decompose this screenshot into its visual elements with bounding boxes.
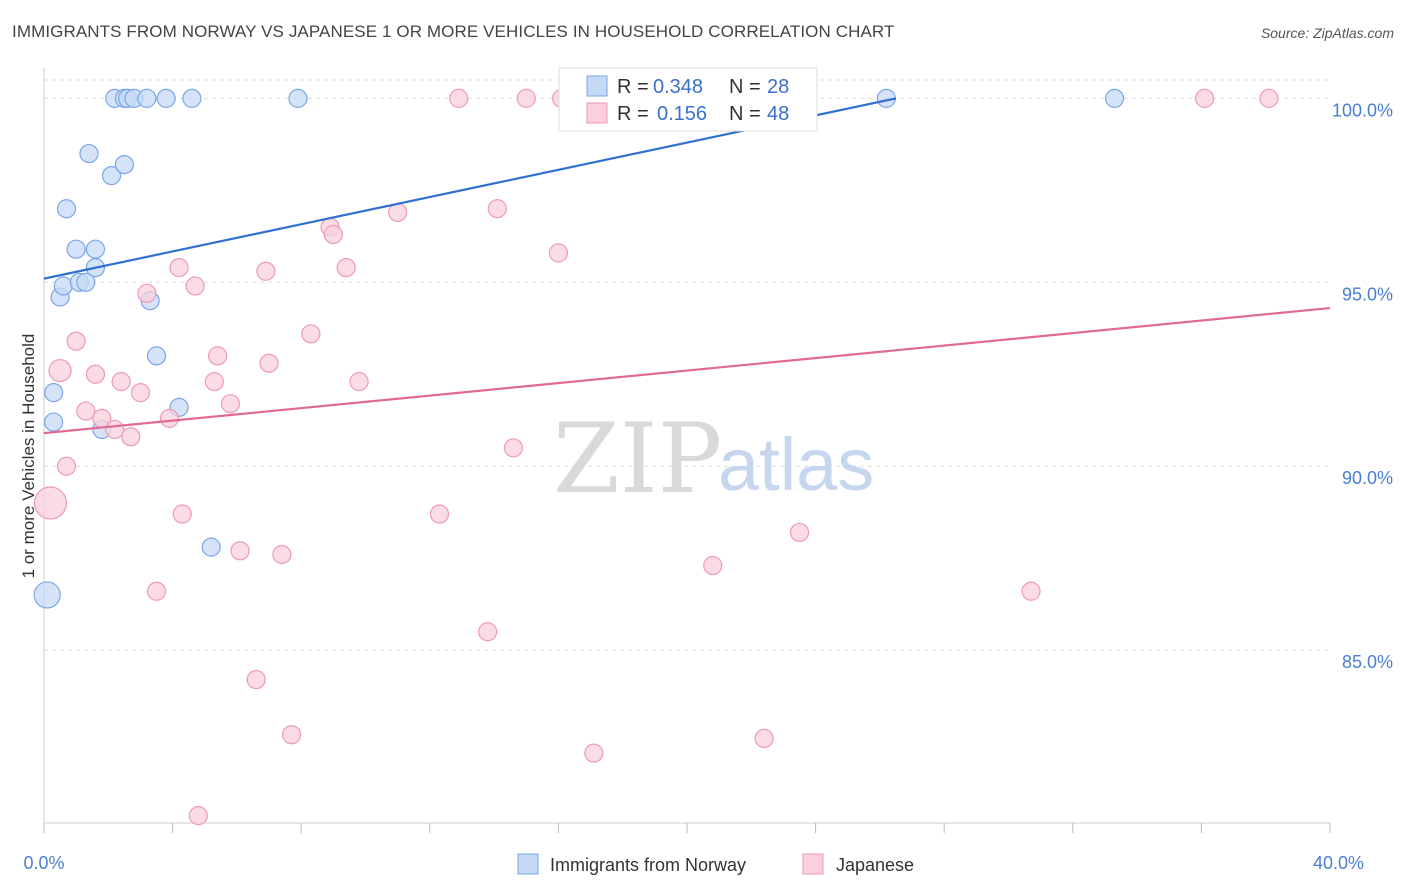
x-tick-label: 0.0%: [23, 853, 64, 873]
japanese-point: [105, 419, 125, 440]
japanese-point: [169, 257, 189, 278]
japanese-point: [56, 456, 77, 476]
chart-title: IMMIGRANTS FROM NORWAY VS JAPANESE 1 OR …: [12, 22, 895, 41]
japanese-point: [137, 283, 157, 303]
japanese-point: [188, 806, 208, 826]
japanese-point: [121, 427, 141, 447]
norway-point: [182, 88, 202, 108]
japanese-point: [130, 383, 151, 403]
japanese-r-value: 0.156: [657, 103, 707, 125]
japanese-point: [349, 372, 369, 392]
norway-point: [146, 346, 167, 366]
japanese-point: [754, 728, 774, 749]
japanese-point: [323, 224, 343, 245]
japanese-point: [584, 743, 604, 763]
y-tick-label: 95.0%: [1342, 284, 1393, 304]
japanese-point: [516, 88, 536, 108]
japanese-point: [204, 372, 224, 392]
legend-japanese-icon: [802, 853, 824, 875]
japanese-n-value: 48: [767, 103, 789, 125]
norway-point: [76, 272, 96, 292]
japanese-swatch-icon: [586, 102, 608, 124]
legend-norway-label: Immigrants from Norway: [550, 855, 746, 875]
norway-swatch-icon: [586, 75, 608, 97]
japanese-point: [48, 358, 72, 383]
norway-point: [101, 166, 122, 186]
norway-r-label: R =: [617, 76, 649, 98]
japanese-trend-line: [43, 306, 1331, 435]
norway-point: [44, 383, 64, 403]
japanese-point: [76, 401, 96, 421]
norway-point: [66, 239, 86, 259]
japanese-point: [185, 276, 205, 296]
japanese-point: [449, 88, 469, 108]
watermark: ZIP atlas: [553, 403, 874, 515]
norway-point: [114, 154, 134, 175]
legend-norway-icon: [517, 853, 539, 875]
norway-point: [137, 88, 157, 108]
japanese-point: [159, 408, 179, 428]
japanese-point: [111, 372, 131, 392]
japanese-point: [66, 331, 86, 351]
norway-point: [288, 88, 308, 108]
norway-point: [201, 537, 221, 557]
japanese-point: [256, 261, 276, 281]
japanese-point: [281, 725, 302, 745]
norway-point: [85, 239, 106, 259]
axis-layer: 85.0% 90.0% 95.0% 100.0% 0.0% 40.0%: [23, 68, 1393, 873]
japanese-point: [172, 504, 192, 524]
grid-layer: [44, 79, 1330, 651]
norway-point: [53, 276, 73, 296]
japanese-point: [259, 353, 279, 373]
watermark-atlas: atlas: [718, 423, 874, 506]
norway-point: [1104, 88, 1125, 108]
japanese-point: [789, 522, 810, 543]
japanese-point: [503, 438, 523, 458]
japanese-point: [487, 199, 507, 219]
japanese-point: [85, 364, 106, 384]
japanese-r-label: R =: [617, 103, 649, 125]
x-tick-label: 40.0%: [1313, 853, 1364, 873]
japanese-point: [272, 544, 292, 565]
japanese-point: [230, 541, 250, 561]
japanese-point: [703, 555, 723, 576]
japanese-point: [246, 669, 266, 690]
japanese-point: [33, 486, 68, 520]
japanese-point: [301, 324, 321, 344]
japanese-point: [548, 243, 569, 263]
y-tick-label: 100.0%: [1332, 100, 1393, 120]
series-legend: Immigrants from Norway Japanese: [517, 853, 914, 875]
stats-legend: R = 0.348 N = 28 R = 0.156 N = 48: [558, 67, 818, 132]
japanese-point: [336, 257, 356, 278]
trend-layer: [43, 97, 1331, 435]
y-axis-label: 1 or more Vehicles in Household: [19, 334, 38, 579]
japanese-point: [146, 581, 167, 601]
watermark-zip: ZIP: [553, 403, 722, 515]
norway-point: [79, 143, 99, 164]
norway-point: [33, 581, 61, 609]
norway-n-label: N =: [729, 76, 761, 98]
legend-japanese-label: Japanese: [836, 855, 914, 875]
y-tick-label: 90.0%: [1342, 468, 1393, 488]
japanese-point: [1021, 581, 1041, 601]
japanese-point: [1259, 88, 1279, 108]
points-layer: [33, 88, 1279, 826]
norway-point: [44, 412, 64, 432]
japanese-point: [429, 504, 450, 524]
japanese-point: [478, 622, 498, 642]
japanese-point: [1195, 88, 1215, 108]
norway-point: [56, 199, 77, 219]
japanese-n-label: N =: [729, 103, 761, 125]
japanese-point: [220, 394, 241, 414]
norway-point: [156, 88, 176, 108]
norway-n-value: 28: [767, 76, 789, 98]
japanese-point: [208, 346, 228, 366]
norway-r-value: 0.348: [653, 76, 703, 98]
source-label: Source: ZipAtlas.com: [1260, 25, 1394, 41]
y-tick-label: 85.0%: [1342, 652, 1393, 672]
